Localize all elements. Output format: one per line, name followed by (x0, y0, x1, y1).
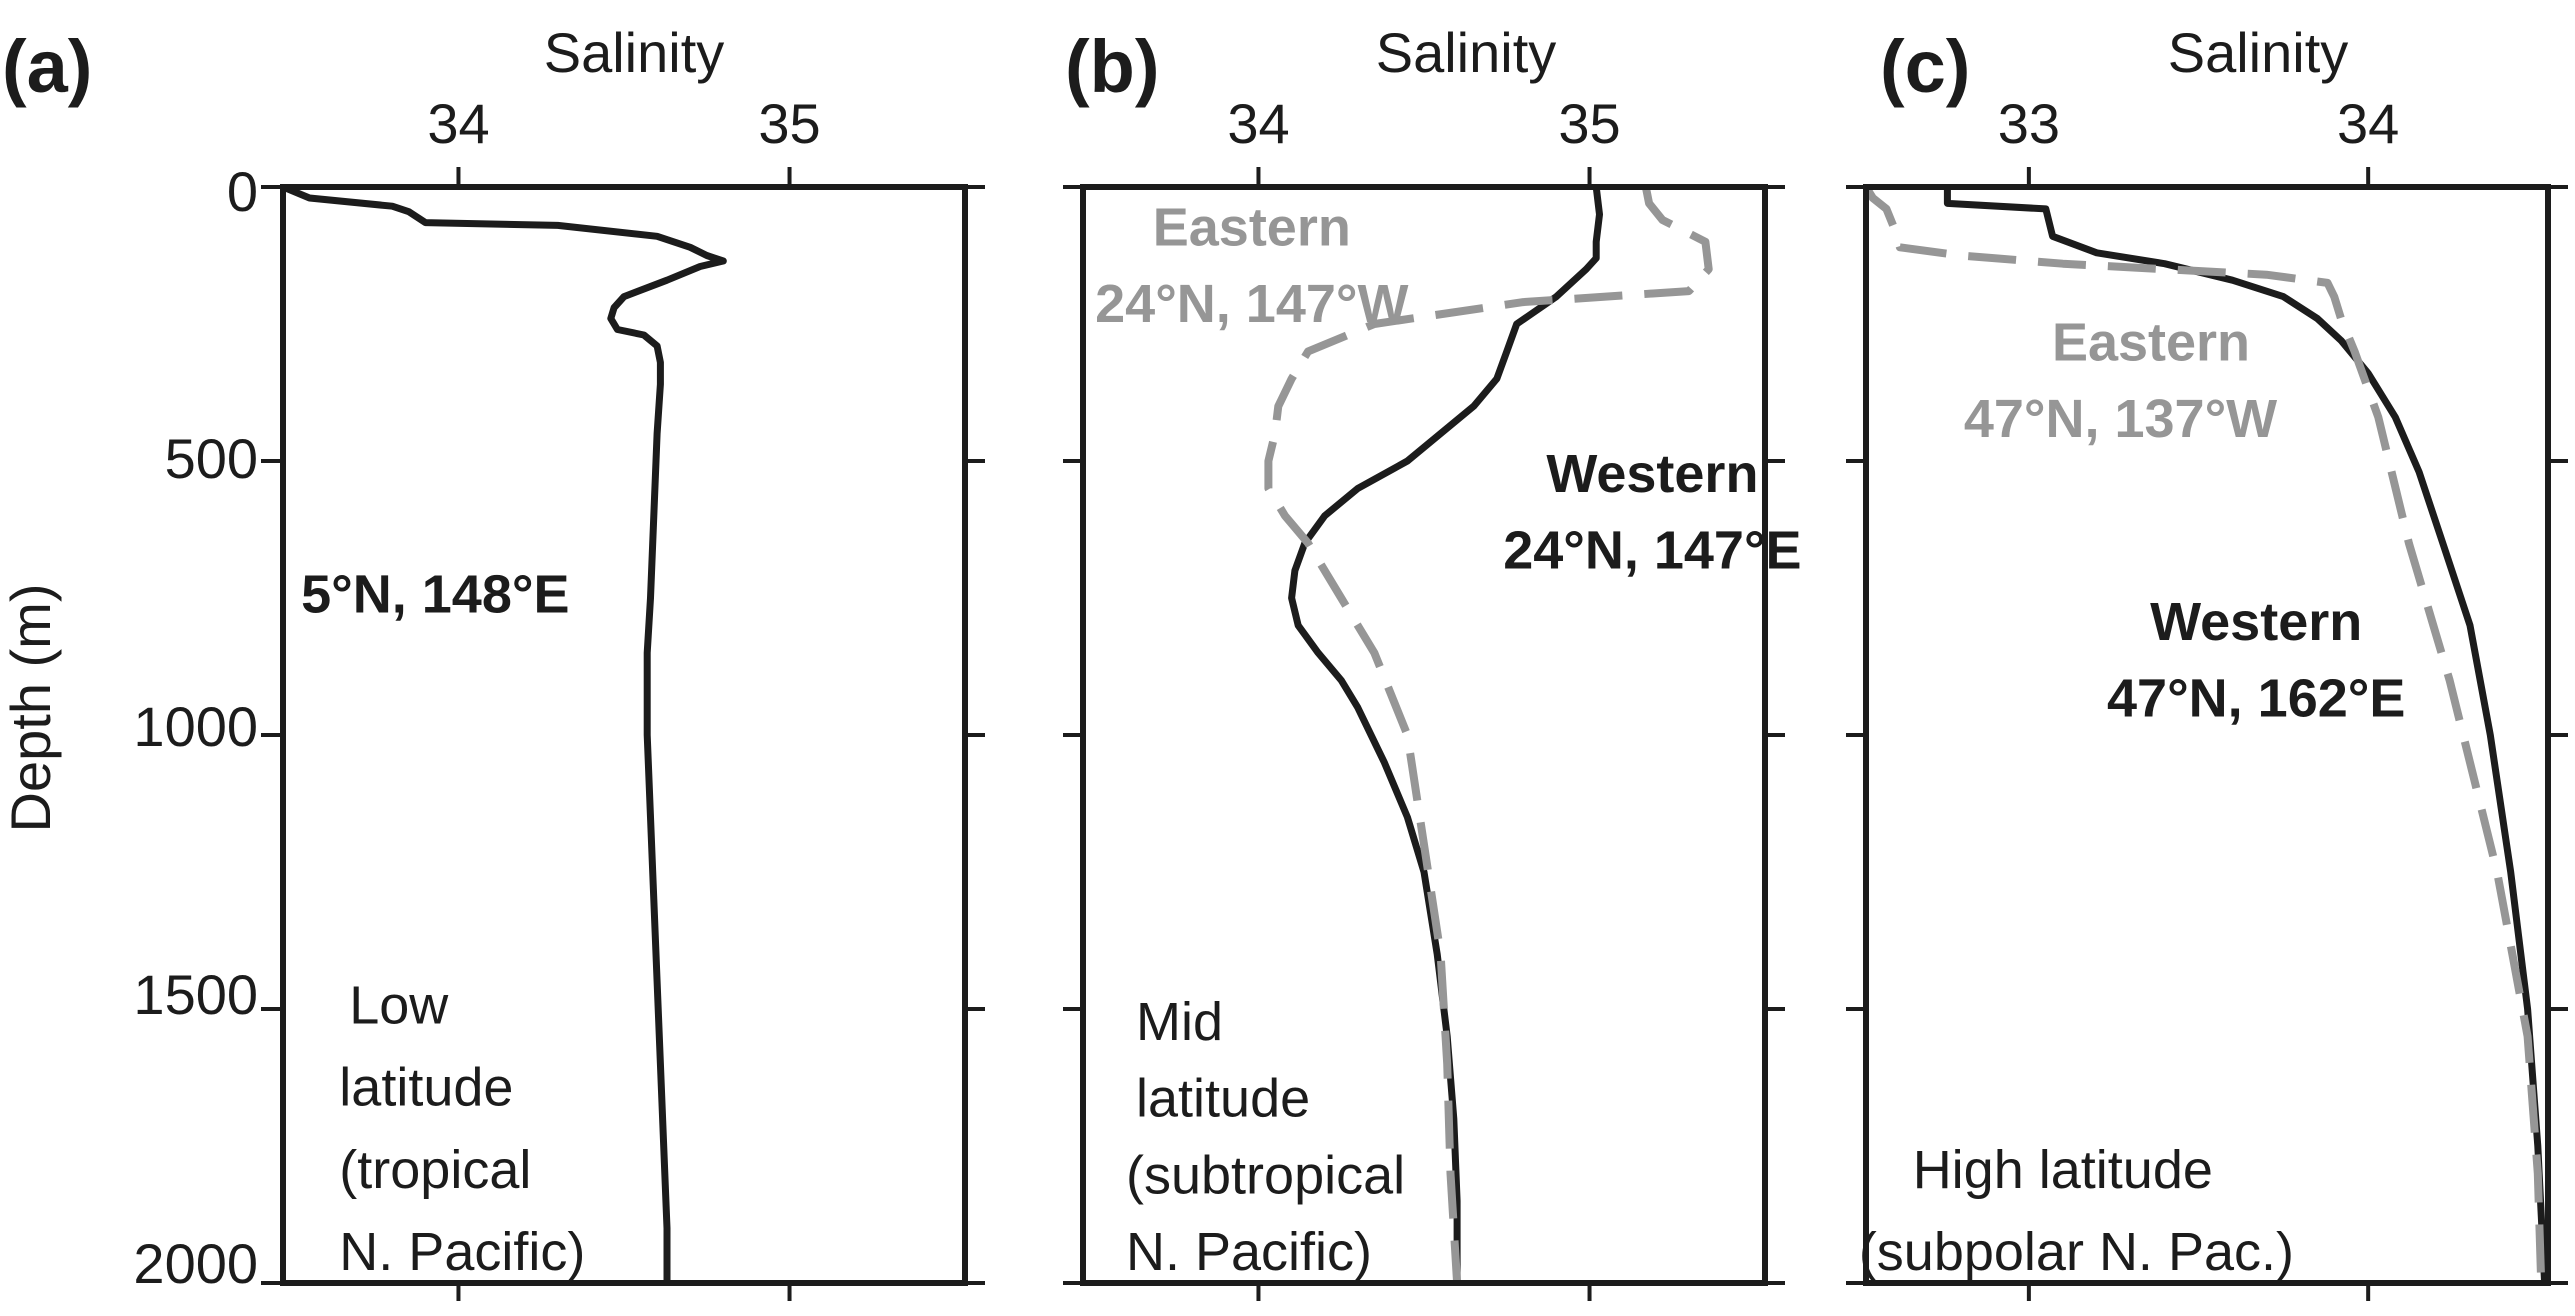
annotation-label: (subtropical (1126, 1145, 1405, 1205)
annotation-label: Western (1546, 444, 1758, 504)
x-axis-label: Salinity (544, 21, 725, 84)
y-tick-label: 1500 (133, 963, 258, 1026)
x-tick-label: 35 (1558, 92, 1620, 155)
annotation-label: 47°N, 162°E (2107, 669, 2405, 729)
annotation-label: Eastern (2052, 312, 2250, 372)
y-tick-label: 0 (227, 160, 258, 223)
annotation-label: latitude (1136, 1069, 1310, 1129)
annotation-label: Western (2150, 592, 2362, 652)
annotation-label: 5°N, 148°E (301, 565, 569, 625)
plot-frame (280, 184, 968, 1286)
annotation-label: Mid (1136, 992, 1223, 1052)
panel-c: (c) Salinity 33 34 Eastern 47°N, 137°W Weste… (1846, 21, 2568, 1301)
panel-label: (b) (1065, 25, 1160, 108)
x-tick-label: 34 (1227, 92, 1289, 155)
annotation-label: High latitude (1913, 1140, 2213, 1200)
profile-salinity-line (283, 187, 727, 1283)
annotation-label: 47°N, 137°W (1964, 389, 2277, 449)
panel-label: (c) (1880, 25, 1970, 108)
annotation-label: (subpolar N. Pac.) (1859, 1222, 2294, 1282)
annotation-label: Eastern (1153, 197, 1351, 257)
x-tick-label: 34 (2337, 92, 2399, 155)
panel-a: (a) Salinity 34 35 5°N, 148°E Low latitude (t… (2, 21, 985, 1301)
x-tick-label: 34 (427, 92, 489, 155)
eastern-salinity-line (1264, 187, 1713, 1283)
annotation-label: Low (349, 976, 449, 1036)
panel-label: (a) (2, 25, 92, 108)
y-tick-label: 2000 (133, 1232, 258, 1295)
y-axis-label: Depth (m) (0, 584, 62, 833)
annotation-label: 24°N, 147°E (1503, 521, 1801, 581)
y-tick-label: 1000 (133, 695, 258, 758)
annotation-label: 24°N, 147°W (1095, 274, 1408, 334)
y-tick-label: 500 (165, 427, 258, 490)
x-axis-label: Salinity (1376, 21, 1557, 84)
annotation-label: N. Pacific) (339, 1222, 585, 1282)
annotation-label: latitude (339, 1058, 513, 1118)
x-tick-label: 33 (1998, 92, 2060, 155)
eastern-salinity-line (1866, 187, 2546, 1283)
y-tick-labels: 0 500 1000 1500 2000 (133, 160, 258, 1295)
annotation-label: (tropical (339, 1140, 531, 1200)
x-axis-label: Salinity (2168, 21, 2349, 84)
x-tick-label: 35 (758, 92, 820, 155)
annotation-label: N. Pacific) (1126, 1222, 1372, 1282)
panel-b: (b) Salinity 34 35 Eastern 24°N, 147°W Weste… (1063, 21, 1802, 1301)
